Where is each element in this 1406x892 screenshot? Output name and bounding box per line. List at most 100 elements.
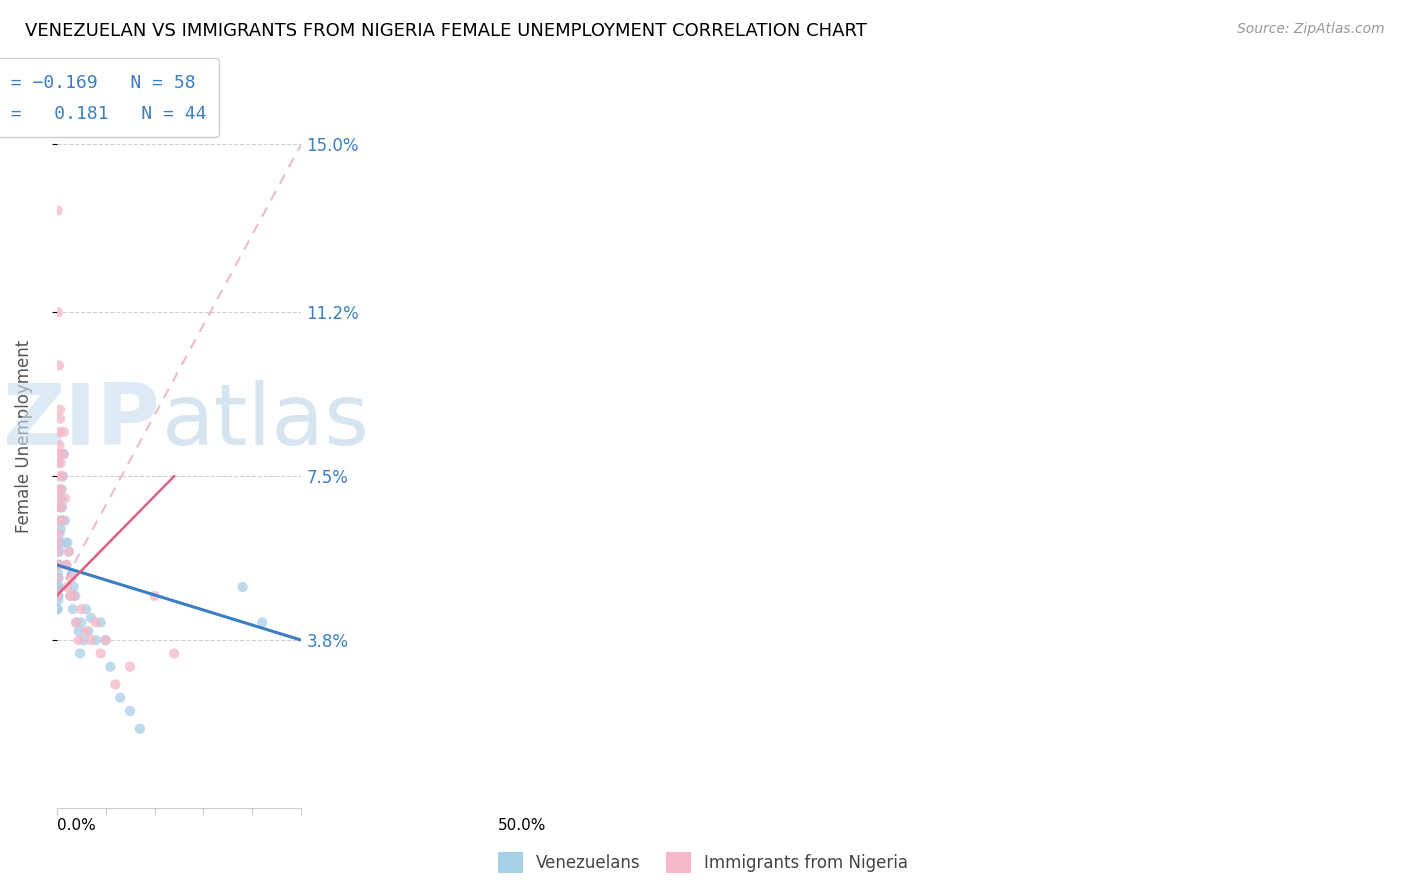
Point xyxy=(51,469,73,483)
Point xyxy=(48,456,70,470)
Point xyxy=(55,535,77,549)
Point xyxy=(55,558,77,572)
Point xyxy=(48,469,70,483)
Point xyxy=(118,659,141,673)
Point xyxy=(90,647,112,661)
Point xyxy=(48,571,70,585)
Point xyxy=(48,438,70,452)
Point xyxy=(84,615,107,630)
Point xyxy=(67,624,90,639)
Point xyxy=(46,203,69,218)
Point xyxy=(49,411,72,425)
Point xyxy=(46,589,69,603)
Text: ZIP: ZIP xyxy=(1,380,159,463)
Point xyxy=(49,500,72,515)
Point xyxy=(250,615,273,630)
Point xyxy=(46,571,69,585)
Point xyxy=(56,535,79,549)
Point xyxy=(46,602,69,616)
Point xyxy=(46,602,69,616)
Y-axis label: Female Unemployment: Female Unemployment xyxy=(15,340,32,533)
Point xyxy=(48,558,70,572)
Point xyxy=(46,544,69,558)
Point xyxy=(118,704,141,718)
Legend: R = −0.169   N = 58, R =   0.181   N = 44: R = −0.169 N = 58, R = 0.181 N = 44 xyxy=(0,59,219,136)
Point xyxy=(94,633,117,648)
Point xyxy=(62,589,84,603)
Point xyxy=(60,571,83,585)
Point xyxy=(48,447,70,461)
Point xyxy=(62,580,84,594)
Point xyxy=(100,659,122,673)
Point xyxy=(49,535,72,549)
Point xyxy=(51,483,73,497)
Point xyxy=(46,558,69,572)
Point xyxy=(48,558,70,572)
Point xyxy=(46,580,69,594)
Point xyxy=(49,456,72,470)
Point xyxy=(46,558,69,572)
Point xyxy=(77,624,100,639)
Point xyxy=(60,566,83,581)
Text: atlas: atlas xyxy=(162,380,370,463)
Point xyxy=(70,615,93,630)
Point xyxy=(52,425,75,439)
Point xyxy=(49,523,72,537)
Point xyxy=(51,514,73,528)
Point xyxy=(143,589,166,603)
Point xyxy=(46,305,69,319)
Point xyxy=(48,526,70,541)
Point xyxy=(104,677,127,691)
Point xyxy=(69,647,91,661)
Point xyxy=(48,589,70,603)
Point xyxy=(63,589,86,603)
Point xyxy=(62,602,84,616)
Point xyxy=(72,633,94,648)
Point xyxy=(67,633,90,648)
Point xyxy=(51,500,73,515)
Point xyxy=(75,624,97,639)
Point xyxy=(59,589,82,603)
Point xyxy=(49,514,72,528)
Point xyxy=(48,359,70,373)
Point xyxy=(52,447,75,461)
Point xyxy=(48,544,70,558)
Point xyxy=(49,402,72,417)
Point xyxy=(56,580,79,594)
Point xyxy=(48,483,70,497)
Legend: Venezuelans, Immigrants from Nigeria: Venezuelans, Immigrants from Nigeria xyxy=(491,846,915,880)
Point xyxy=(46,115,69,129)
Point xyxy=(46,491,69,506)
Point xyxy=(55,558,77,572)
Point xyxy=(46,566,69,581)
Point xyxy=(46,593,69,607)
Point xyxy=(46,535,69,549)
Point xyxy=(46,544,69,558)
Point xyxy=(46,500,69,515)
Point xyxy=(58,544,80,558)
Point xyxy=(65,615,87,630)
Point xyxy=(46,571,69,585)
Point xyxy=(46,589,69,603)
Point xyxy=(65,615,87,630)
Point xyxy=(52,447,75,461)
Point xyxy=(46,535,69,549)
Point xyxy=(80,611,103,625)
Text: VENEZUELAN VS IMMIGRANTS FROM NIGERIA FEMALE UNEMPLOYMENT CORRELATION CHART: VENEZUELAN VS IMMIGRANTS FROM NIGERIA FE… xyxy=(25,22,868,40)
Point xyxy=(84,633,107,648)
Point xyxy=(48,580,70,594)
Point xyxy=(46,558,69,572)
Point xyxy=(49,483,72,497)
Point xyxy=(46,514,69,528)
Point xyxy=(90,615,112,630)
Point xyxy=(80,633,103,648)
Point xyxy=(46,580,69,594)
Point xyxy=(59,589,82,603)
Point xyxy=(232,580,254,594)
Point xyxy=(110,690,132,705)
Point xyxy=(49,491,72,506)
Point xyxy=(128,722,150,736)
Point xyxy=(70,602,93,616)
Point xyxy=(46,589,69,603)
Text: Source: ZipAtlas.com: Source: ZipAtlas.com xyxy=(1237,22,1385,37)
